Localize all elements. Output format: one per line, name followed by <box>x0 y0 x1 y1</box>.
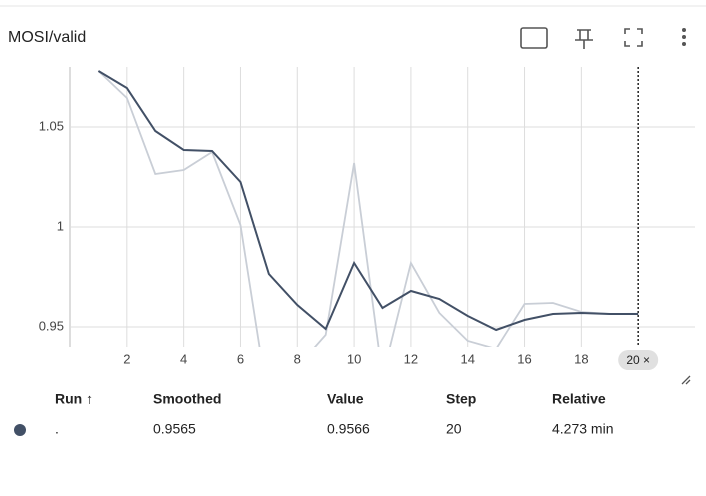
x-tick-label: 8 <box>294 351 301 366</box>
cell: 0.9566 <box>327 421 370 437</box>
y-tick-label: 1 <box>57 218 64 233</box>
x-tick-label: 18 <box>574 351 588 366</box>
column-header: Relative <box>552 391 606 407</box>
toolbar[interactable] <box>520 27 686 49</box>
x-tick-label: 6 <box>237 351 244 366</box>
fit-icon[interactable] <box>520 27 548 49</box>
column-header: Smoothed <box>153 391 221 407</box>
hover-label: 20 × <box>626 353 650 367</box>
series-line <box>97 70 639 347</box>
cell: . <box>55 421 59 437</box>
x-tick-label: 12 <box>404 351 418 366</box>
menu-icon[interactable] <box>682 28 686 46</box>
x-tick-label: 14 <box>460 351 474 366</box>
hover-badge <box>618 350 659 370</box>
column-header: Value <box>327 391 364 407</box>
pin-icon[interactable] <box>575 29 593 49</box>
x-tick-label: 10 <box>347 351 361 366</box>
column-header: Run ↑ <box>55 391 93 407</box>
cell: 0.9565 <box>153 421 196 437</box>
x-tick-label: 16 <box>517 351 531 366</box>
column-header: Step <box>446 391 476 407</box>
chart-title: MOSI/valid <box>8 29 86 46</box>
x-tick-label: 4 <box>180 351 187 366</box>
y-tick-label: 1.05 <box>39 118 64 133</box>
cell: 20 <box>446 421 462 437</box>
y-tick-label: 0.95 <box>39 318 64 333</box>
cell: 4.273 min <box>552 421 613 437</box>
series-line <box>97 70 639 332</box>
lines <box>97 70 639 347</box>
resize-handle[interactable] <box>681 375 691 385</box>
x-tick-label: 2 <box>123 351 130 366</box>
run-color <box>14 424 26 436</box>
fullscreen-icon[interactable] <box>624 28 643 47</box>
